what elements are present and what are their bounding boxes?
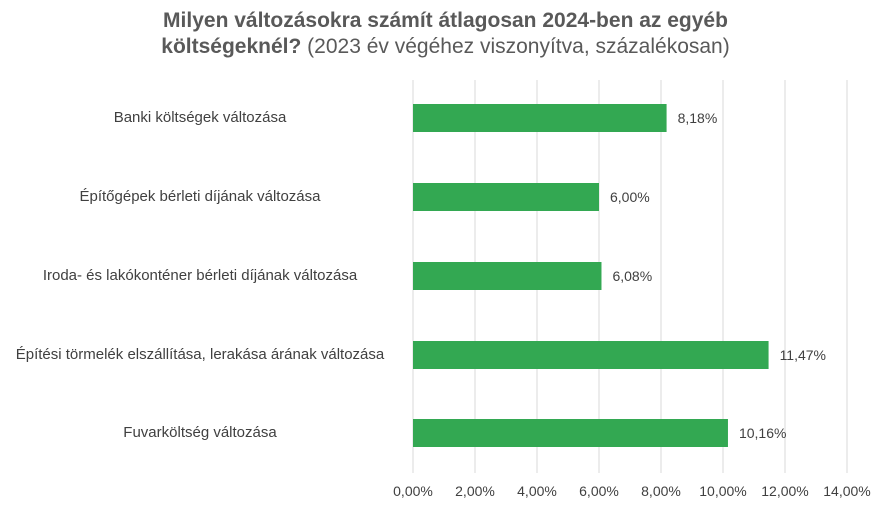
value-labels: 8,18% 6,00% 6,08% 11,47% 10,16% [610,110,826,441]
chart-title-bold-part: költségeknél? [161,35,302,58]
category-label: Építőgépek bérleti díjának változása [79,188,321,205]
value-label: 8,18% [678,110,718,126]
x-tick-label: 0,00% [393,483,433,499]
bar [413,104,667,132]
value-label: 10,16% [739,425,786,441]
category-label: Banki költségek változása [113,109,287,126]
chart-title-line2: költségeknél? (2023 év végéhez viszonyít… [0,34,891,60]
chart-title-subtitle: (2023 év végéhez viszonyítva, százalékos… [301,35,730,58]
category-label: Építési törmelék elszállítása, lerakása … [15,346,385,363]
value-label: 11,47% [780,347,826,363]
x-tick-label: 6,00% [579,483,619,499]
x-tick-label: 8,00% [641,483,681,499]
bar [413,341,769,369]
bar [413,262,602,290]
x-tick-label: 12,00% [761,483,808,499]
x-tick-labels: 0,00% 2,00% 4,00% 6,00% 8,00% 10,00% 12,00% 14,… [393,483,871,499]
x-tick-label: 10,00% [699,483,746,499]
x-tick-label: 4,00% [517,483,557,499]
bar [413,419,728,447]
bars [413,104,769,447]
x-tick-label: 2,00% [455,483,495,499]
bar [413,183,599,211]
x-tick-label: 14,00% [823,483,870,499]
category-label: Iroda- és lakókonténer bérleti díjának v… [42,267,358,284]
chart-title-line1: Milyen változásokra számít átlagosan 202… [163,9,728,32]
value-label: 6,00% [610,189,650,205]
category-label: Fuvarköltség változása [123,424,277,441]
value-label: 6,08% [612,268,652,284]
